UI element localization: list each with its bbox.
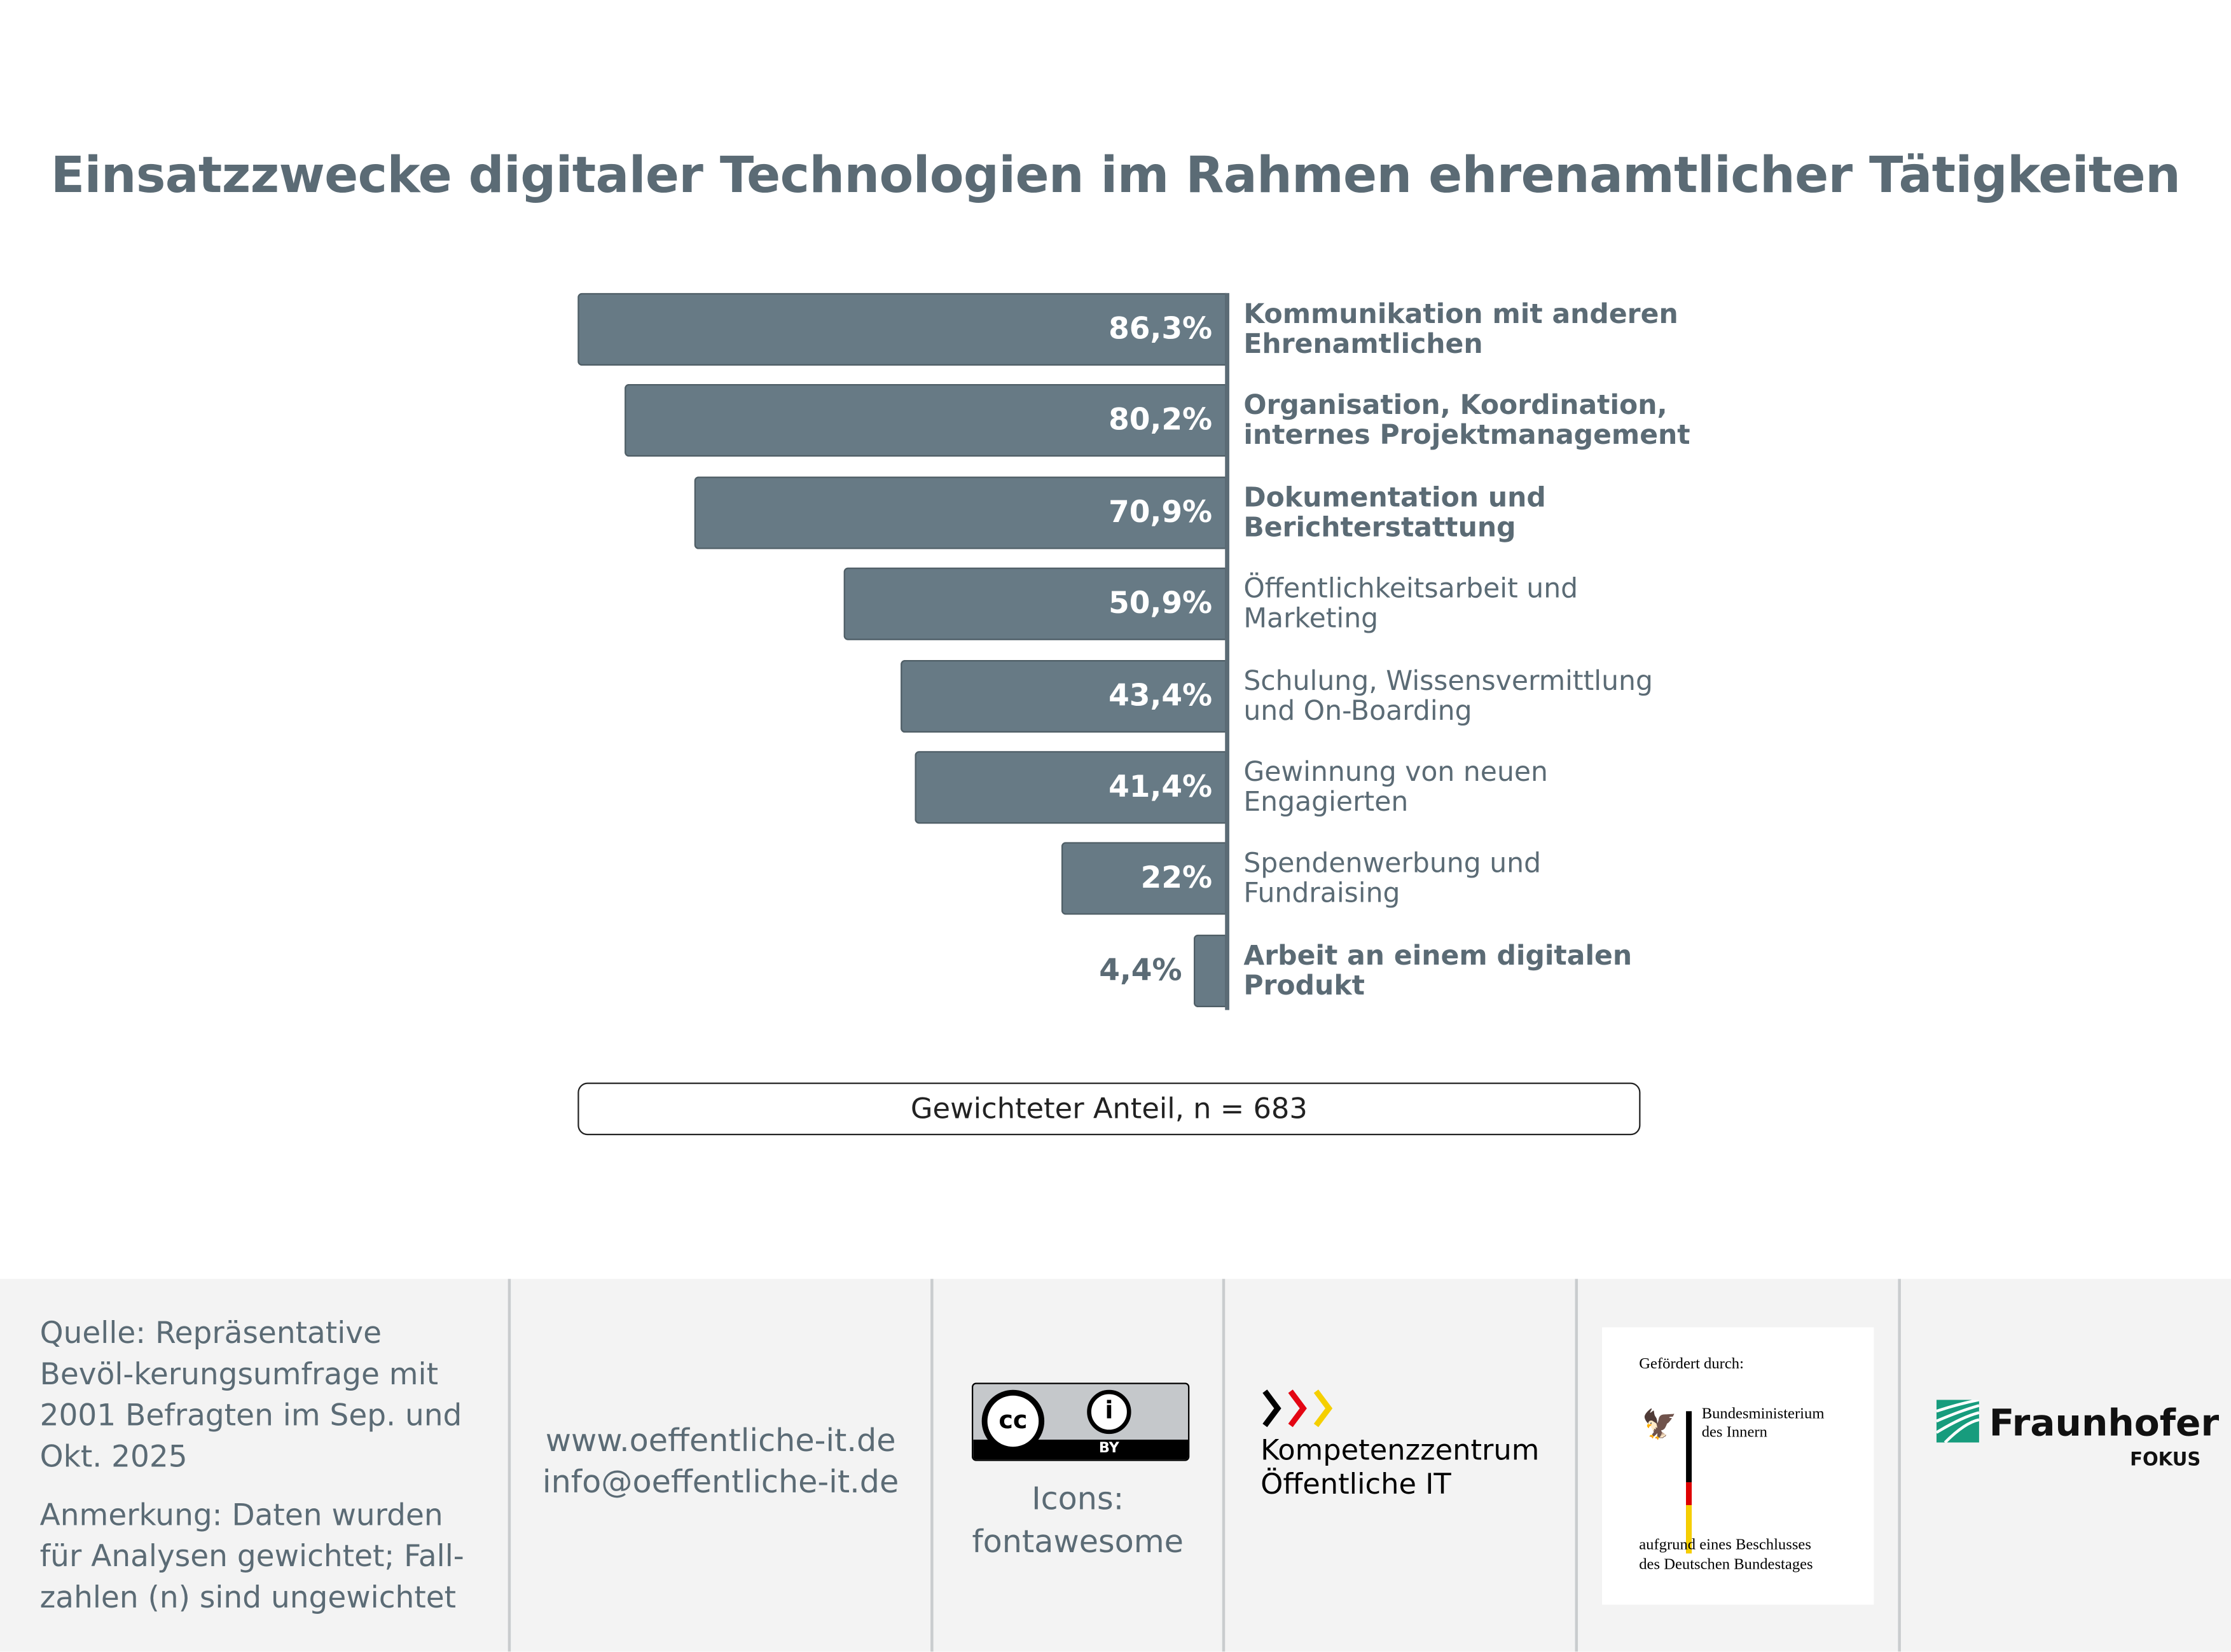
remark-text: Anmerkung: Daten wurden für Analysen gew… xyxy=(39,1497,464,1615)
decision-text-1: aufgrund eines Beschlusses xyxy=(1639,1536,1811,1554)
decision-text-2: des Deutschen Bundestages xyxy=(1639,1556,1813,1574)
value-label: 4,4% xyxy=(1099,953,1182,988)
category-label: Organisation, Koordination, internes Pro… xyxy=(1243,390,1690,452)
source-text: Quelle: Repräsentative Bevöl-kerungsumfr… xyxy=(39,1316,462,1474)
bar xyxy=(624,384,1227,458)
bar xyxy=(900,659,1227,733)
cc-icon: cc xyxy=(981,1389,1045,1453)
value-label: 41,4% xyxy=(1109,769,1213,804)
category-label: Öffentlichkeitsarbeit und Marketing xyxy=(1243,574,1578,635)
icons-credit-source: fontawesome xyxy=(972,1525,1184,1561)
ministry-name-2: des Innern xyxy=(1701,1424,1767,1442)
eagle-icon: 🦅 xyxy=(1641,1410,1678,1442)
divider xyxy=(508,1279,511,1652)
bar xyxy=(1061,843,1227,916)
category-label: Schulung, Wissensvermittlung und On-Boar… xyxy=(1243,665,1653,727)
bar xyxy=(844,568,1227,641)
divider xyxy=(1222,1279,1226,1652)
license-label: BY xyxy=(1098,1441,1119,1457)
fraunhofer-name: Fraunhofer xyxy=(1989,1402,2220,1445)
axis-line xyxy=(1225,293,1229,1010)
divider xyxy=(930,1279,934,1652)
fraunhofer-logo-icon xyxy=(1936,1400,1979,1443)
category-label: Arbeit an einem digitalen Produkt xyxy=(1243,940,1633,1002)
bmi-logo: Gefördert durch: 🦅 Bundesministerium des… xyxy=(1602,1327,1874,1605)
divider xyxy=(1575,1279,1578,1652)
value-label: 80,2% xyxy=(1109,403,1213,437)
category-label: Dokumentation und Berichterstattung xyxy=(1243,481,1546,544)
bar xyxy=(915,751,1227,824)
category-label: Gewinnung von neuen Engagierten xyxy=(1243,757,1549,818)
value-label: 43,4% xyxy=(1109,678,1213,712)
email-link[interactable]: info@oeffentliche-it.de xyxy=(542,1465,899,1501)
sample-note: Gewichteter Anteil, n = 683 xyxy=(577,1082,1641,1136)
bar xyxy=(1193,934,1227,1007)
bar xyxy=(578,293,1227,366)
funded-by-label: Gefördert durch: xyxy=(1639,1356,1744,1373)
chart-title: Einsatzzwecke digitaler Technologien im … xyxy=(50,148,2181,205)
value-label: 50,9% xyxy=(1109,586,1213,621)
value-label: 86,3% xyxy=(1109,311,1213,346)
bar xyxy=(693,476,1227,549)
divider xyxy=(1898,1279,1901,1652)
category-label: Spendenwerbung und Fundraising xyxy=(1243,848,1542,910)
value-label: 22% xyxy=(1140,861,1213,896)
kompetenz-name-2: Öffentliche IT xyxy=(1261,1466,1451,1501)
ministry-name-1: Bundesministerium xyxy=(1701,1405,1825,1423)
footer: Quelle: Repräsentative Bevöl-kerungsumfr… xyxy=(0,1279,2231,1652)
chevrons-logo-icon xyxy=(1262,1389,1333,1428)
icons-credit: Icons: xyxy=(1032,1482,1124,1518)
kompetenz-name-1: Kompetenzzentrum xyxy=(1261,1432,1540,1467)
website-link[interactable]: www.oeffentliche-it.de xyxy=(545,1424,896,1460)
attribution-icon: i xyxy=(1087,1389,1131,1435)
value-label: 70,9% xyxy=(1109,495,1213,529)
category-label: Kommunikation mit anderen Ehrenamtlichen xyxy=(1243,298,1678,361)
cc-by-license-badge: cc i BY xyxy=(972,1382,1190,1461)
fokus-name: FOKUS xyxy=(2130,1449,2201,1471)
